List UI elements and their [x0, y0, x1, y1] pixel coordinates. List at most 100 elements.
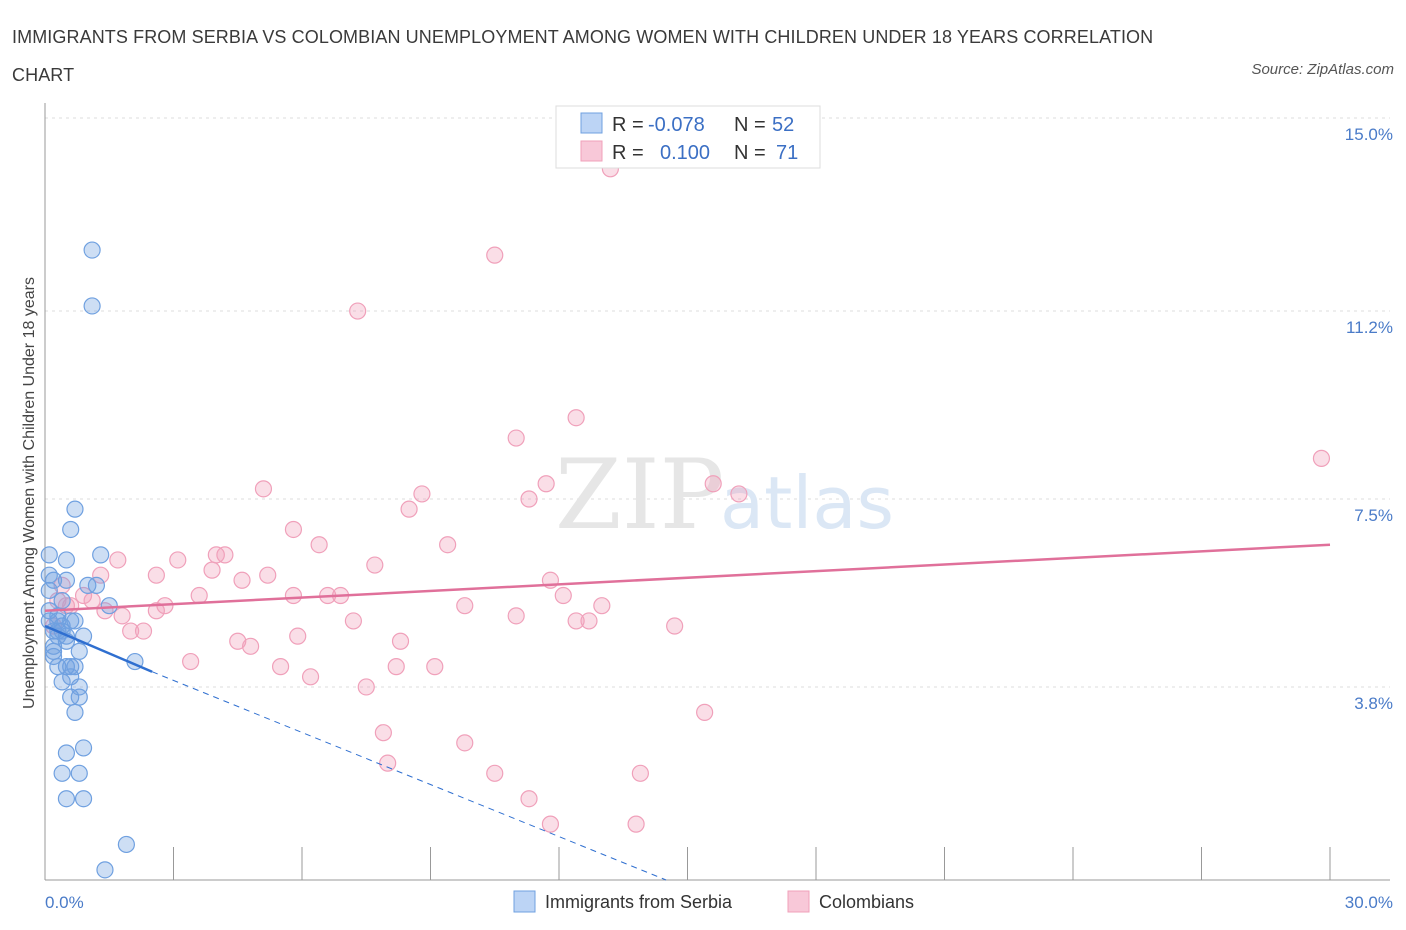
- colombia-point-27: [554, 586, 572, 605]
- y-tick-label-3: 15.0%: [1345, 125, 1393, 144]
- colombia-point-2: [349, 302, 367, 320]
- colombia-point-46: [122, 622, 140, 640]
- stats-legend: R = -0.078 N = 52 R = 0.100 N = 71: [555, 105, 821, 169]
- colombia-point-24: [147, 566, 165, 584]
- colombia-point-62: [486, 764, 504, 782]
- colombia-point-57: [357, 678, 375, 696]
- serbia-point-1: [83, 297, 101, 315]
- x-tick-labels: 0.0% 30.0%: [45, 893, 1393, 912]
- serbia-point-51: [53, 673, 71, 691]
- colombia-point-6: [254, 480, 273, 498]
- colombia-point-41: [507, 607, 525, 625]
- colombia-point-68: [83, 591, 101, 610]
- legend-swatch-colombia: [580, 140, 603, 162]
- colombia-point-56: [301, 668, 320, 686]
- colombia-point-20: [203, 561, 221, 579]
- serbia-point-43: [96, 861, 114, 879]
- colombia-point-44: [666, 617, 684, 635]
- chart-title: IMMIGRANTS FROM SERBIA VS COLOMBIAN UNEM…: [12, 27, 1154, 85]
- colombia-point-65: [541, 815, 560, 833]
- colombia-point-51: [242, 637, 260, 655]
- serbia-point-4: [40, 546, 58, 564]
- colombia-point-66: [627, 815, 645, 833]
- serbia-point-2: [66, 500, 84, 518]
- legend-r-colombia: 0.100: [660, 142, 710, 164]
- serbia-point-49: [44, 571, 63, 589]
- colombia-point-26: [92, 566, 110, 584]
- colombia-point-59: [374, 724, 392, 742]
- colombia-point-63: [631, 764, 649, 782]
- y-tick-label-0: 3.8%: [1354, 694, 1393, 713]
- x-tick-label-0: 0.0%: [45, 893, 84, 912]
- axes: [44, 103, 1390, 881]
- serbia-point-23: [44, 637, 63, 655]
- colombia-point-8: [520, 490, 538, 508]
- colombia-point-28: [190, 586, 208, 605]
- serbia-point-40: [57, 790, 76, 808]
- colombia-point-15: [439, 536, 457, 554]
- serbia-point-3: [62, 520, 80, 539]
- colombia-point-61: [379, 754, 397, 772]
- serbia-point-5: [57, 551, 76, 569]
- y-tick-label-1: 7.5%: [1354, 506, 1393, 525]
- colombia-point-3: [567, 409, 585, 427]
- legend-n-label-colombia: N =: [734, 142, 766, 164]
- colombia-point-70: [147, 602, 165, 620]
- trend-lines: [44, 543, 1331, 881]
- colombia-point-21: [366, 556, 384, 574]
- serbia-point-6: [92, 546, 110, 564]
- serbia-point-0: [83, 241, 101, 259]
- serbia-point-39: [70, 764, 88, 782]
- bottom-legend-serbia: Immigrants from Serbia: [545, 892, 733, 912]
- colombia-point-9: [537, 475, 555, 493]
- colombia-point-29: [284, 586, 303, 605]
- colombia-point-54: [426, 658, 444, 676]
- colombia-point-55: [271, 658, 290, 676]
- bottom-legend-swatch-serbia: [513, 890, 536, 913]
- serbia-point-30: [66, 658, 84, 676]
- bottom-legend-swatch-colombia: [787, 890, 810, 913]
- colombia-point-16: [169, 551, 187, 569]
- colombia-point-18: [109, 551, 127, 569]
- colombia-point-1: [486, 246, 504, 264]
- legend-swatch-serbia: [580, 112, 603, 134]
- colombia-point-48: [289, 627, 307, 645]
- serbia-point-29: [62, 658, 80, 676]
- serbia-point-34: [70, 688, 88, 706]
- watermark-atlas: atlas: [720, 461, 894, 545]
- colombia-point-7: [413, 485, 431, 503]
- serbia-point-38: [53, 764, 71, 782]
- x-tick-label-1: 30.0%: [1345, 893, 1393, 912]
- y-tick-labels: 3.8% 7.5% 11.2% 15.0%: [1345, 125, 1393, 713]
- y-tick-label-2: 11.2%: [1346, 318, 1393, 337]
- colombia-point-64: [520, 790, 538, 808]
- serbia-point-10: [79, 576, 97, 594]
- colombia-point-12: [400, 500, 418, 518]
- serbia-point-35: [66, 703, 84, 721]
- serbia-points: [40, 241, 144, 879]
- bottom-legend: Immigrants from Serbia Colombians: [513, 890, 914, 913]
- legend-n-colombia: 71: [776, 142, 798, 164]
- colombia-point-43: [567, 612, 585, 630]
- colombia-point-10: [704, 475, 722, 493]
- serbia-point-48: [62, 668, 80, 686]
- serbia-point-17: [66, 612, 84, 630]
- bottom-legend-colombia: Colombians: [819, 892, 914, 912]
- colombia-point-58: [696, 703, 714, 721]
- legend-n-label-serbia: N =: [734, 114, 766, 136]
- serbia-point-25: [70, 642, 88, 661]
- colombia-point-52: [182, 652, 200, 671]
- legend-r-label-serbia: R =: [612, 114, 644, 136]
- colombia-point-23: [233, 571, 251, 589]
- colombia-point-22: [259, 566, 277, 584]
- colombia-point-60: [456, 734, 474, 752]
- colombia-point-50: [229, 632, 247, 650]
- colombia-point-4: [507, 429, 525, 447]
- serbia-trend-dashed: [151, 671, 667, 881]
- y-axis-label: Unemployment Among Women with Children U…: [21, 277, 38, 709]
- legend-r-label-colombia: R =: [612, 142, 644, 164]
- colombia-point-45: [344, 612, 362, 630]
- colombia-point-49: [391, 632, 410, 650]
- serbia-point-13: [100, 597, 118, 615]
